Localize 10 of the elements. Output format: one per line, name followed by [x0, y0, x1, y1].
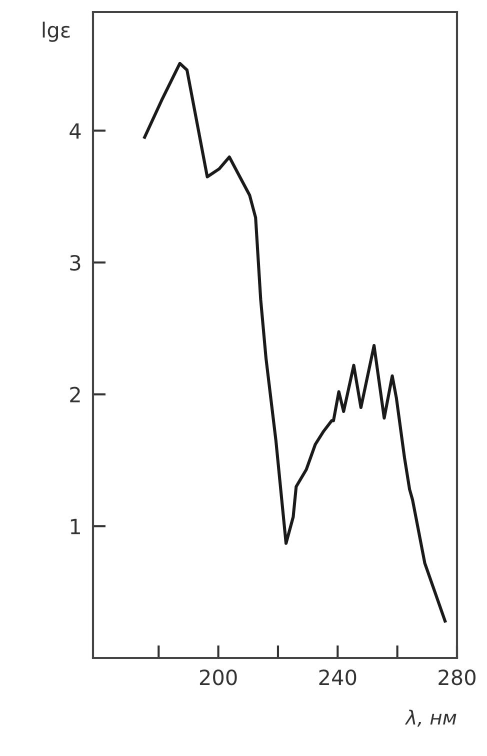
- x-tick-label: 240: [319, 669, 356, 686]
- x-tick-label: 280: [438, 669, 476, 686]
- y-tick-label: 3: [70, 254, 80, 271]
- y-tick-label: 1: [70, 518, 80, 534]
- y-axis-title: lgε: [42, 22, 70, 42]
- x-axis-title: λ, нм: [404, 710, 456, 727]
- x-tick-label: 200: [200, 669, 237, 686]
- y-tick-label: 4: [70, 123, 81, 139]
- line-series: [143, 62, 447, 623]
- y-tick-label: 2: [70, 386, 80, 402]
